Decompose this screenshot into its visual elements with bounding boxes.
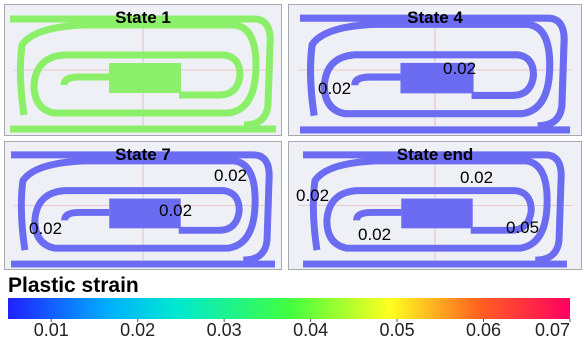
strain-label: 0.02 [358,225,391,244]
strain-label: 0.02 [460,168,493,187]
panels: State 1 State 4 0.02 0.02 State 7 0.02 0.02 0.0… [5,5,582,270]
colorbar [8,298,570,319]
strain-label: 0.02 [443,59,476,78]
strain-label: 0.05 [506,218,539,237]
panel-title: State end [397,145,474,164]
figure: State 1State 40.020.02State 70.020.020.0… [0,0,585,342]
panel: State end 0.02 0.02 0.02 0.05 [289,142,582,270]
strain-label: 0.02 [296,186,329,205]
strain-label: 0.02 [29,219,62,238]
colorbar-tick-label: 0.01 [34,320,69,340]
panel: State 7 0.02 0.02 0.02 [5,142,282,270]
colorbar-tick-label: 0.04 [293,320,328,340]
colorbar-ticks: 0.01 0.02 0.03 0.04 0.05 0.06 0.07 [34,319,570,340]
colorbar-tick-label: 0.05 [380,320,415,340]
strain-label: 0.02 [159,201,192,220]
colorbar-tick-label: 0.07 [535,320,570,340]
colorbar-tick-label: 0.06 [466,320,501,340]
colorbar-tick-label: 0.02 [120,320,155,340]
colorbar-title: Plastic strain [8,274,139,297]
strain-label: 0.02 [318,79,351,98]
panel-title: State 1 [115,8,171,27]
panel-title: State 7 [115,145,171,164]
panel: State 4 0.02 0.02 [289,5,582,136]
colorbar-tick-label: 0.03 [207,320,242,340]
strain-label: 0.02 [214,166,247,185]
panel-title: State 4 [407,8,463,27]
panel: State 1 [5,5,282,136]
